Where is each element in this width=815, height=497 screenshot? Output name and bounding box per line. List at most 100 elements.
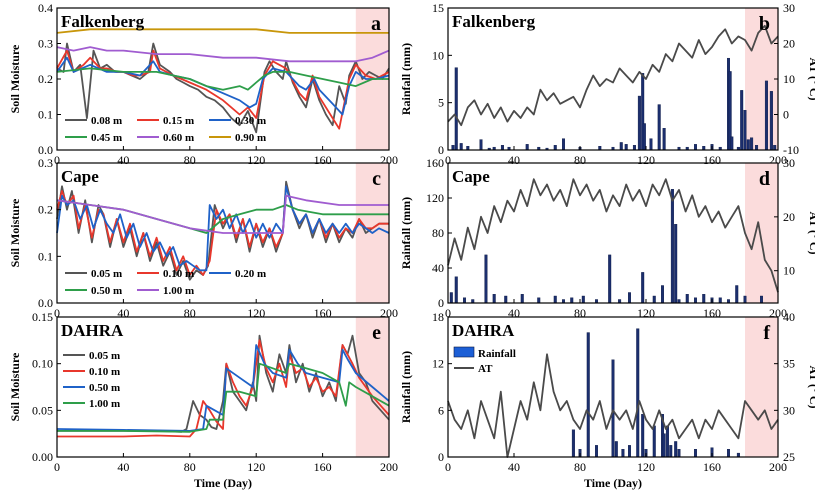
x-tick-label: 0 <box>54 153 60 167</box>
rainfall-bar <box>581 295 585 304</box>
y2-tick-label: 25 <box>783 450 795 464</box>
panel-f: 25 30 35 40 AT (° C) 0 40 80 120 160 200 0 6 12 18 Rain… <box>399 310 815 490</box>
rainfall-bar <box>662 433 666 458</box>
panel-letter: d <box>759 168 770 190</box>
y-tick-label: 0.00 <box>32 450 53 464</box>
x-tick-label: 80 <box>574 306 586 320</box>
plot-area <box>447 178 779 304</box>
rainfall-bar <box>743 110 747 151</box>
rainfall-bar <box>632 145 636 151</box>
plot-area <box>447 328 779 458</box>
y-tick-label: 0.1 <box>38 108 53 122</box>
legend: 0.05 m 0.10 m 0.50 m 1.00 m <box>63 350 120 410</box>
rainfall-bar <box>718 297 722 304</box>
series-line-4 <box>56 67 389 91</box>
legend-label: 0.20 m <box>235 268 266 280</box>
series-line-5 <box>56 46 390 63</box>
y-tick-label: 120 <box>426 191 444 205</box>
rainfall-bar <box>641 272 645 304</box>
highlight-band <box>745 317 778 457</box>
y-tick-label: 160 <box>426 156 444 170</box>
rainfall-bar <box>451 145 455 151</box>
y-axis-label: Soil Moisture <box>8 44 22 113</box>
rainfall-bar <box>694 449 698 458</box>
y-tick-label: 0.0 <box>38 143 53 157</box>
y2-tick-label: 20 <box>783 37 795 51</box>
x-tick-label: 160 <box>314 306 332 320</box>
rainfall-bar <box>537 297 541 304</box>
series-line-3 <box>56 185 390 272</box>
rainfall-bar <box>702 294 706 304</box>
x-tick-label: 120 <box>247 460 265 474</box>
plot-frame <box>447 162 779 304</box>
x-tick-label: 0 <box>445 306 451 320</box>
rainfall-bar <box>685 294 689 304</box>
x-tick-label: 40 <box>508 460 520 474</box>
rainfall-bar <box>636 328 640 458</box>
rainfall-bar <box>619 142 623 151</box>
at-line <box>447 353 779 458</box>
rainfall-bar <box>624 144 628 151</box>
x-tick-label: 40 <box>508 306 520 320</box>
rainfall-bar <box>463 297 467 304</box>
y-tick-label: 0 <box>438 450 444 464</box>
site-name: DAHRA <box>61 321 124 340</box>
rainfall-bar <box>657 104 661 151</box>
x-tick-label: 160 <box>314 460 332 474</box>
legend-label: 0.30 m <box>235 115 266 127</box>
rainfall-bar <box>773 145 777 151</box>
rainfall-bar <box>740 90 744 151</box>
x-tick-label: 120 <box>247 306 265 320</box>
rainfall-bar <box>764 80 768 151</box>
rainfall-bar <box>608 254 612 304</box>
site-name: Cape <box>452 167 490 186</box>
panel-e: 0 40 80 120 160 200 0.00 0.05 0.10 0.15 Soil Moist… <box>8 310 398 490</box>
plot-frame <box>447 316 779 458</box>
rainfall-bar <box>525 144 529 151</box>
rainfall-bar <box>727 449 731 458</box>
rainfall-bar <box>735 285 739 304</box>
plot-frame <box>56 316 390 458</box>
rainfall-bar <box>484 254 488 304</box>
x-axis-label: Time (Day) <box>584 476 642 490</box>
rainfall-bar <box>760 295 764 304</box>
x-tick-label: 160 <box>314 153 332 167</box>
x-tick-label: 80 <box>574 153 586 167</box>
x-tick-label: 120 <box>247 153 265 167</box>
rainfall-bar <box>454 67 458 151</box>
site-name: DAHRA <box>452 321 515 340</box>
y-tick-label: 15 <box>432 1 444 15</box>
rainfall-bar <box>611 359 615 458</box>
panel-letter: c <box>372 168 381 190</box>
x-tick-label: 80 <box>184 460 196 474</box>
plot-frame <box>56 162 390 304</box>
rainfall-bar <box>614 441 618 458</box>
rainfall-bar <box>746 139 750 151</box>
y-tick-label: 0 <box>438 296 444 310</box>
legend-label: 0.10 m <box>89 366 120 378</box>
y-tick-label: 0 <box>438 143 444 157</box>
x-tick-label: 0 <box>54 306 60 320</box>
rainfall-bar <box>750 137 754 151</box>
legend-label: AT <box>478 363 493 375</box>
legend-label: 1.00 m <box>89 398 120 410</box>
y-axis-label: Soil Moisture <box>8 198 22 267</box>
y2-axis-label: AT (° C) <box>807 211 815 254</box>
y-tick-label: 0.4 <box>38 1 53 15</box>
panel-letter: b <box>759 13 770 35</box>
legend-label: 1.00 m <box>163 285 194 297</box>
rainfall-bar <box>674 441 678 458</box>
x-tick-label: 40 <box>117 306 129 320</box>
legend-label: 0.90 m <box>235 132 266 144</box>
x-axis-label: Time (Day) <box>194 476 252 490</box>
x-tick-label: 160 <box>703 153 721 167</box>
y-tick-label: 5 <box>438 96 444 110</box>
x-tick-label: 40 <box>117 153 129 167</box>
plot-area <box>56 28 390 134</box>
y2-tick-label: 0 <box>783 108 789 122</box>
site-name: Cape <box>61 167 99 186</box>
rainfall-bar <box>454 276 458 304</box>
plot-area <box>447 24 779 151</box>
